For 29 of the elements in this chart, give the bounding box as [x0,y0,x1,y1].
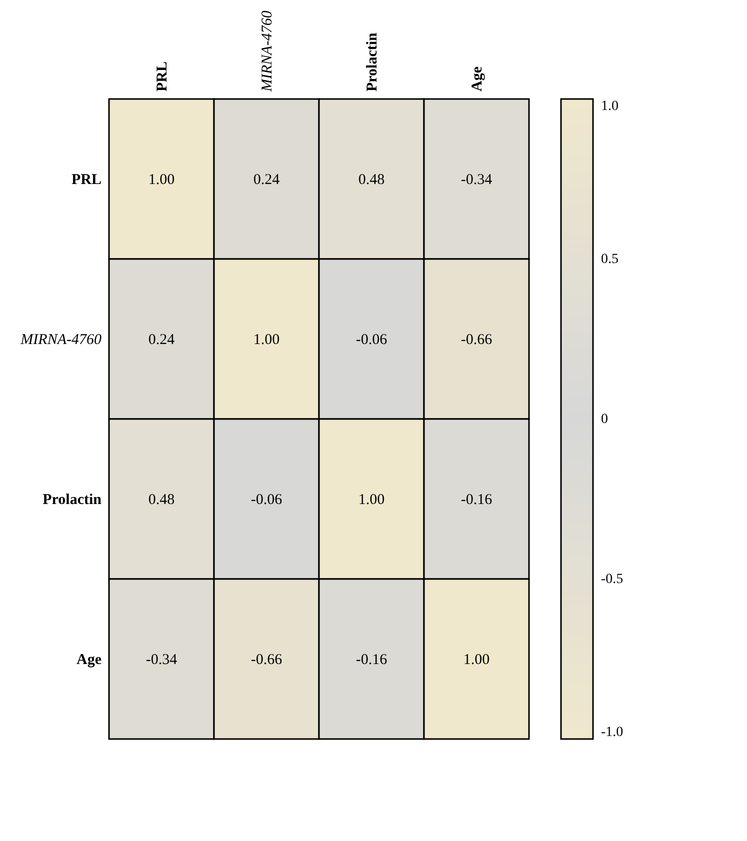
color-bar-label: -1.0 [601,725,624,740]
color-bar-label: -0.5 [601,572,624,587]
data-label: 1.00 [358,492,385,508]
data-label: -0.06 [250,492,283,508]
x-tick-label: PRL [154,62,170,92]
data-label: -0.34 [460,172,493,188]
data-label: -0.34 [146,652,178,668]
color-bar-label: 1.0 [601,99,618,114]
data-label: 0.48 [358,172,385,188]
data-label: -0.66 [250,652,283,668]
data-label: 0.48 [148,492,175,508]
y-tick-label: MIRNA-4760 [20,332,102,348]
data-label: 0.24 [148,332,176,348]
x-tick-label: MIRNA-4760 [260,10,276,92]
data-label: 1.00 [148,172,175,188]
data-label: -0.16 [460,492,493,508]
y-tick-label: Age [76,652,102,668]
data-label: 0.24 [253,172,280,188]
data-label: -0.16 [356,652,388,668]
data-label: -0.06 [356,332,388,348]
data-label: 1.00 [463,652,490,668]
data-label: 1.00 [253,332,280,348]
data-label: -0.66 [460,332,493,348]
y-tick-label: Prolactin [42,492,102,508]
y-tick-label: PRL [72,172,102,188]
x-tick-label: Prolactin [364,32,380,92]
color-bar-label: 0 [601,412,608,427]
x-tick-label: Age [470,66,486,92]
color-bar-label: 0.5 [601,252,618,267]
